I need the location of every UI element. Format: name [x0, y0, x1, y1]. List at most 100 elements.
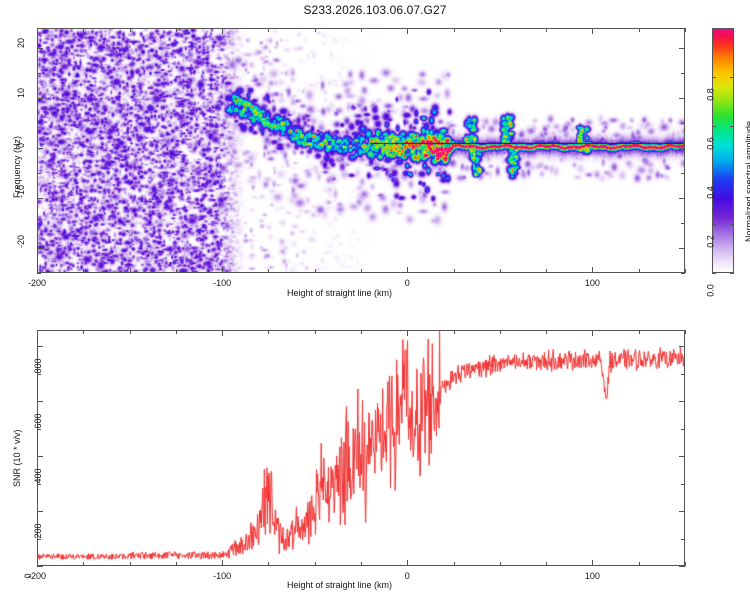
- snr-xtick-minor: [685, 562, 686, 566]
- snr-xtick-major: [37, 560, 38, 566]
- colorbar-tick-right: [730, 77, 734, 78]
- spectrogram-xtick-major: [222, 267, 224, 273]
- spectrogram-ytick-minor: [37, 223, 41, 224]
- spectrogram-xtick-minor: [546, 269, 548, 273]
- snr-xtick-major: [592, 560, 594, 566]
- spectrogram-xtick-minor: [314, 269, 316, 273]
- spectrogram-xtick-major-top: [222, 28, 224, 34]
- colorbar: [712, 28, 734, 273]
- snr-xtick-minor-top: [453, 330, 455, 334]
- colorbar-tick: [712, 273, 716, 274]
- spectrogram-xtick-minor-top: [546, 28, 548, 32]
- spectrogram-ytick-major: [37, 48, 43, 49]
- snr-xtick-label: -100: [213, 571, 232, 581]
- snr-ytick-label: 800: [33, 358, 44, 374]
- snr-xtick-minor: [268, 562, 270, 566]
- colorbar-tick-label: 0.8: [705, 88, 716, 101]
- snr-xtick-label: 0: [404, 571, 410, 581]
- snr-xtick-minor-top: [129, 330, 131, 334]
- snr-xtick-minor-top: [638, 330, 640, 334]
- snr-ytick-major: [37, 401, 43, 403]
- spectrogram-ytick-major-right: [679, 148, 685, 149]
- spectrogram-ytick-major-right: [679, 98, 685, 99]
- spectrogram-ytick-minor: [37, 73, 41, 74]
- spectrogram-xtick-minor: [268, 269, 270, 273]
- snr-xtick-minor-top: [361, 330, 362, 334]
- snr-plot-line: [38, 331, 684, 565]
- spectrogram-ytick-major: [37, 148, 43, 149]
- snr-xtick-minor-top: [268, 330, 270, 334]
- colorbar-tick-right: [730, 273, 734, 274]
- snr-xtick-minor: [453, 562, 455, 566]
- colorbar-tick-label: 0.6: [705, 137, 716, 150]
- snr-xtick-minor-top: [546, 330, 548, 334]
- snr-ytick-label: 200: [33, 523, 44, 539]
- spectrogram-x-axis-label: Height of straight line (km): [287, 288, 393, 298]
- spectrogram-xtick-label: -200: [27, 278, 46, 288]
- snr-xtick-minor-top: [314, 330, 316, 334]
- snr-xtick-major-top: [592, 330, 594, 336]
- snr-ytick-minor-right: [681, 538, 685, 540]
- spectrogram-xtick-major-top: [37, 28, 38, 34]
- spectrogram-ytick-minor-right: [681, 173, 685, 174]
- snr-ytick-major-right: [679, 456, 685, 458]
- snr-xtick-minor-top: [685, 330, 686, 334]
- spectrogram-xtick-minor: [453, 269, 455, 273]
- snr-ytick-minor: [37, 373, 41, 375]
- spectrogram-xtick-minor-top: [268, 28, 270, 32]
- colorbar-tick-label: 0.4: [705, 186, 716, 199]
- snr-ytick-major-right: [679, 401, 685, 403]
- spectrogram-ytick-minor-right: [681, 223, 685, 224]
- spectrogram-xtick-minor: [83, 269, 85, 273]
- snr-xtick-minor: [129, 562, 131, 566]
- snr-y-axis-label: SNR (10 * v/v): [12, 429, 22, 487]
- colorbar-tick-label: 0.0: [705, 284, 716, 297]
- snr-xtick-major: [222, 560, 224, 566]
- snr-ytick-major: [37, 566, 43, 567]
- snr-xtick-minor: [175, 562, 177, 566]
- snr-xtick-minor-top: [499, 330, 501, 334]
- spectrogram-xtick-minor-top: [638, 28, 640, 32]
- colorbar-tick-right: [730, 126, 734, 127]
- spectrogram-xtick-minor: [361, 269, 362, 273]
- snr-xtick-minor-top: [175, 330, 177, 334]
- spectrogram-ytick-major: [37, 198, 43, 199]
- spectrogram-xtick-minor: [638, 269, 640, 273]
- spectrogram-xtick-minor-top: [314, 28, 316, 32]
- spectrogram-xtick-minor: [175, 269, 177, 273]
- snr-xtick-minor: [638, 562, 640, 566]
- snr-xtick-minor-top: [83, 330, 85, 334]
- spectrogram-ytick-major-right: [679, 48, 685, 49]
- spectrogram-ytick-major: [37, 98, 43, 99]
- snr-axes: [37, 330, 685, 566]
- snr-ytick-label: 600: [33, 413, 44, 429]
- spectrogram-ytick-minor-right: [681, 73, 685, 74]
- spectrogram-axes: [37, 28, 685, 273]
- spectrogram-xtick-minor-top: [361, 28, 362, 32]
- snr-ytick-major-right: [679, 566, 685, 567]
- snr-ytick-minor: [37, 538, 41, 540]
- spectrogram-xtick-minor-top: [83, 28, 85, 32]
- spectrogram-xtick-major: [592, 267, 594, 273]
- snr-x-axis-label: Height of straight line (km): [287, 580, 393, 590]
- spectrogram-y-axis-label: Frequency (Hz): [12, 135, 22, 198]
- spectrogram-ytick-major: [37, 248, 43, 249]
- snr-xtick-major-top: [37, 330, 38, 336]
- colorbar-tick-right: [730, 175, 734, 176]
- colorbar-tick: [712, 175, 716, 176]
- spectrogram-xtick-minor-top: [685, 28, 686, 32]
- colorbar-label: Normalized spectral amplitude: [744, 120, 750, 242]
- colorbar-tick-label: 0.2: [705, 235, 716, 248]
- spectrogram-image: [38, 29, 684, 272]
- snr-xtick-minor: [83, 562, 85, 566]
- spectrogram-xtick-minor: [129, 269, 131, 273]
- colorbar-gradient: [713, 29, 733, 272]
- figure-title: S233.2026.103.06.07.G27: [303, 3, 447, 17]
- spectrogram-xtick-minor: [685, 269, 686, 273]
- snr-ytick-minor-right: [681, 373, 685, 375]
- snr-xtick-major-top: [407, 330, 409, 336]
- snr-xtick-minor: [546, 562, 548, 566]
- spectrogram-xtick-major-top: [407, 28, 409, 34]
- snr-ytick-minor-right: [681, 483, 685, 485]
- snr-ytick-minor: [37, 428, 41, 430]
